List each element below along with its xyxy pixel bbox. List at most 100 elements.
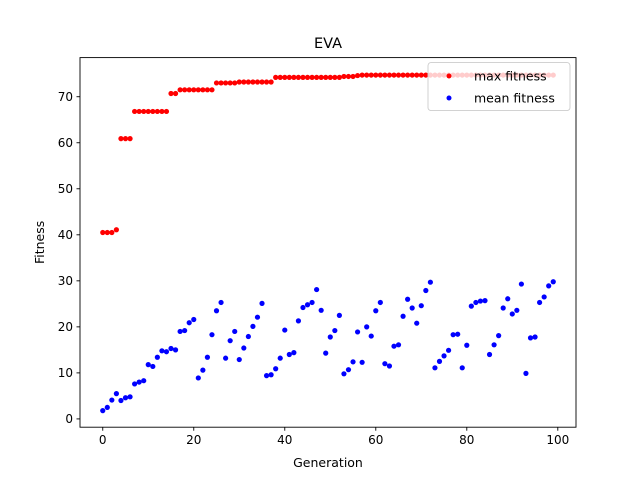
max-fitness-point bbox=[300, 74, 306, 80]
x-tick-label: 40 bbox=[277, 433, 292, 447]
mean-fitness-point bbox=[359, 359, 365, 365]
mean-fitness-point bbox=[209, 332, 215, 338]
mean-fitness-point bbox=[450, 332, 456, 338]
max-fitness-point bbox=[213, 80, 220, 86]
max-fitness-point bbox=[118, 136, 124, 142]
mean-fitness-point bbox=[364, 324, 370, 330]
mean-fitness-point bbox=[268, 372, 274, 378]
max-fitness-point bbox=[191, 87, 197, 93]
mean-fitness-point bbox=[527, 335, 534, 341]
mean-fitness-point bbox=[118, 397, 124, 404]
mean-fitness-point bbox=[541, 294, 547, 300]
x-tick-label: 0 bbox=[99, 433, 107, 447]
max-fitness-point bbox=[250, 79, 256, 85]
max-fitness-point bbox=[159, 108, 165, 115]
max-fitness-point bbox=[414, 72, 420, 78]
mean-fitness-point bbox=[486, 351, 493, 358]
mean-fitness-point bbox=[263, 373, 270, 379]
max-fitness-point bbox=[268, 79, 274, 85]
mean-fitness-point bbox=[373, 308, 379, 314]
legend-box bbox=[427, 62, 571, 112]
max-fitness-point bbox=[400, 72, 406, 78]
mean-fitness-point bbox=[345, 367, 352, 373]
mean-fitness-point bbox=[537, 299, 543, 306]
mean-fitness-point bbox=[546, 283, 552, 289]
plot-frame bbox=[79, 57, 577, 428]
max-fitness-point bbox=[182, 87, 188, 93]
max-fitness-point bbox=[209, 87, 215, 93]
x-tick-label: 60 bbox=[368, 433, 383, 447]
max-fitness-point bbox=[254, 79, 261, 85]
max-fitness-point bbox=[200, 87, 206, 93]
mean-fitness-point bbox=[232, 328, 238, 335]
max-fitness-point bbox=[354, 72, 361, 79]
mean-fitness-point bbox=[241, 345, 247, 351]
max-fitness-point bbox=[245, 79, 251, 85]
mean-fitness-point bbox=[145, 362, 151, 368]
mean-fitness-point bbox=[186, 320, 192, 326]
max-fitness-point bbox=[286, 74, 292, 80]
mean-fitness-point bbox=[423, 287, 429, 294]
max-fitness-point bbox=[405, 72, 411, 78]
mean-fitness-point bbox=[473, 299, 479, 306]
max-fitness-point bbox=[241, 79, 247, 85]
mean-fitness-point bbox=[286, 351, 292, 358]
mean-fitness-point bbox=[350, 359, 356, 365]
mean-fitness-point bbox=[550, 279, 556, 285]
y-tick-label: 20 bbox=[58, 320, 73, 334]
mean-fitness-point bbox=[464, 342, 470, 348]
mean-fitness-point bbox=[432, 365, 438, 371]
max-fitness-point bbox=[382, 72, 388, 78]
mean-fitness-point bbox=[150, 363, 156, 370]
mean-fitness-point bbox=[282, 327, 288, 333]
max-fitness-point bbox=[327, 74, 333, 80]
mean-fitness-point bbox=[250, 323, 256, 329]
max-fitness-point bbox=[218, 80, 224, 86]
mean-fitness-point bbox=[395, 342, 402, 348]
y-tick-label: 0 bbox=[65, 412, 73, 426]
mean-fitness-point bbox=[109, 397, 115, 403]
mean-fitness-point bbox=[336, 312, 342, 318]
mean-fitness-point bbox=[505, 296, 511, 302]
max-fitness-point bbox=[359, 72, 365, 78]
mean-fitness-point bbox=[273, 366, 279, 372]
mean-fitness-point bbox=[159, 348, 165, 354]
max-fitness-point bbox=[350, 73, 356, 80]
max-fitness-point bbox=[163, 108, 170, 115]
mean-fitness-point bbox=[177, 328, 183, 335]
mean-fitness-point bbox=[154, 354, 160, 360]
max-fitness-point bbox=[109, 229, 115, 236]
mean-fitness-point bbox=[327, 334, 333, 340]
mean-fitness-point bbox=[127, 394, 133, 400]
max-fitness-point bbox=[291, 74, 297, 80]
legend: max fitness mean fitness bbox=[427, 62, 571, 112]
max-fitness-point bbox=[177, 87, 183, 93]
max-fitness-point bbox=[295, 74, 302, 80]
max-fitness-point bbox=[341, 73, 347, 80]
max-fitness-point bbox=[232, 80, 238, 86]
mean-fitness-point bbox=[304, 302, 311, 308]
mean-fitness-point bbox=[245, 333, 251, 340]
mean-fitness-point bbox=[309, 299, 315, 306]
mean-fitness-point bbox=[441, 353, 447, 359]
mean-fitness-point bbox=[509, 311, 515, 317]
legend-label-mean-fitness: mean fitness bbox=[474, 91, 555, 106]
max-fitness-point bbox=[172, 90, 179, 97]
x-tick-label: 100 bbox=[546, 433, 569, 447]
mean-fitness-point bbox=[455, 331, 461, 337]
max-fitness-point bbox=[423, 72, 429, 78]
max-fitness-point bbox=[227, 80, 233, 86]
max-fitness-point bbox=[314, 74, 320, 80]
mean-fitness-point bbox=[354, 329, 361, 335]
max-fitness-point bbox=[364, 72, 370, 78]
mean-fitness-point bbox=[163, 349, 170, 355]
mean-fitness-point bbox=[132, 381, 138, 387]
legend-marker-max-fitness bbox=[446, 73, 452, 79]
max-fitness-point bbox=[122, 136, 129, 142]
mean-fitness-point bbox=[168, 345, 174, 352]
mean-fitness-point bbox=[405, 296, 411, 302]
max-fitness-point bbox=[150, 108, 156, 115]
mean-fitness-point bbox=[323, 350, 329, 356]
legend-marker-mean-fitness bbox=[446, 95, 452, 101]
chart-title: EVA bbox=[314, 36, 342, 52]
